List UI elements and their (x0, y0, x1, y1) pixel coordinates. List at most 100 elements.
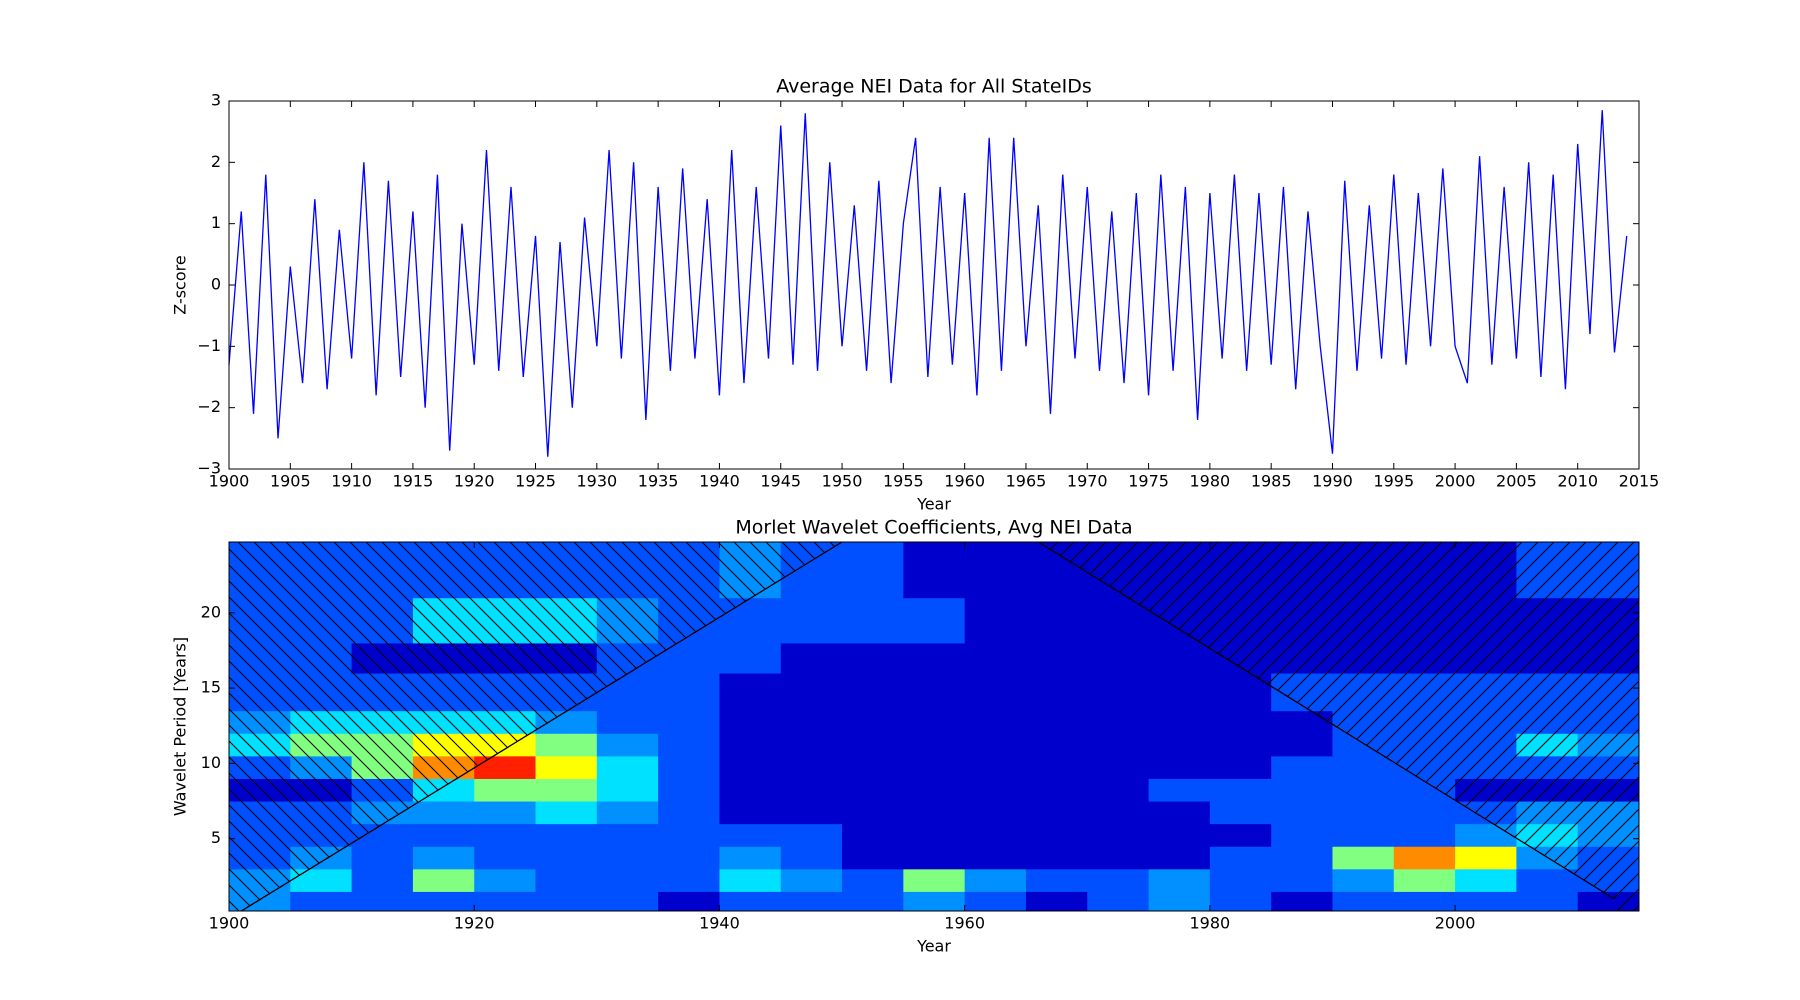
contour-cell (903, 597, 966, 644)
x-tick-label: 2015 (1619, 472, 1660, 491)
contour-cell (351, 868, 414, 892)
contour-cell (719, 778, 782, 802)
contour-cell (964, 891, 1027, 911)
contour-cell (1087, 868, 1150, 892)
contour-cell (719, 846, 782, 870)
y-tick-label: 1 (211, 213, 221, 232)
contour-cell (1148, 891, 1211, 911)
contour-cell (535, 778, 598, 802)
y-axis-label: Z-score (171, 255, 190, 314)
contour-cell (964, 823, 1027, 847)
contour-cell (412, 823, 475, 847)
contour-cell (1025, 673, 1088, 712)
contour-cell (903, 823, 966, 847)
contour-cell (351, 891, 414, 911)
contour-cell (658, 755, 720, 779)
contour-cell (1455, 846, 1517, 870)
contour-cell (964, 733, 1027, 757)
x-tick-label: 2005 (1496, 472, 1537, 491)
contour-cell (780, 710, 843, 734)
y-tick-label: 5 (211, 828, 221, 847)
contour-cell (842, 710, 904, 734)
contour-cell (290, 868, 353, 892)
y-tick-label: 3 (211, 91, 221, 110)
contour-cell (1087, 778, 1150, 802)
contour-cell (1516, 891, 1579, 911)
contour-cell (1455, 891, 1517, 911)
y-tick-label: −2 (197, 397, 221, 416)
x-tick-label: 2010 (1557, 472, 1598, 491)
contour-cell (596, 846, 659, 870)
contour-cell (1148, 778, 1211, 802)
contour-cell (658, 891, 720, 911)
x-tick-label: 1905 (270, 472, 311, 491)
contour-cell (719, 801, 782, 825)
contour-cell (1209, 868, 1272, 892)
y-tick-label: 20 (201, 602, 221, 621)
x-tick-label: 1980 (1190, 472, 1231, 491)
contour-cell (842, 597, 904, 644)
contour-cell (1271, 778, 1333, 802)
contour-cell (780, 846, 843, 870)
contour-cell (719, 755, 782, 779)
x-tick-label: 1965 (1006, 472, 1047, 491)
contour-cell (719, 868, 782, 892)
contour-cell (1025, 755, 1088, 779)
contour-cell (1148, 642, 1211, 674)
x-tick-label: 1990 (1312, 472, 1353, 491)
chart-title: Morlet Wavelet Coefficients, Avg NEI Dat… (735, 517, 1132, 539)
contour-cell (780, 673, 843, 712)
contour-cell (1209, 733, 1272, 757)
contour-cell (964, 778, 1027, 802)
y-tick-label: 2 (211, 152, 221, 171)
contour-cell (535, 801, 598, 825)
contour-cell (1025, 733, 1088, 757)
contour-cell (474, 846, 537, 870)
contour-cell (474, 778, 537, 802)
y-tick-label: 0 (211, 275, 221, 294)
contour-cell (1393, 868, 1456, 892)
contour-cell (658, 673, 720, 712)
x-tick-label: 1985 (1251, 472, 1292, 491)
contour-cell (903, 733, 966, 757)
x-tick-label: 1960 (944, 914, 985, 933)
contour-cell (1393, 891, 1456, 911)
coi-line (240, 542, 843, 911)
coi-line (1037, 542, 1615, 900)
contour-cell (412, 868, 475, 892)
contour-cell (780, 642, 843, 674)
contour-cell (1455, 868, 1517, 892)
contour-cell (1087, 823, 1150, 847)
contour-cell (1148, 801, 1211, 825)
contour-cell (1393, 801, 1456, 825)
data-line (228, 110, 1628, 457)
contour-cell (596, 891, 659, 911)
plot-frame (228, 541, 1640, 912)
x-tick-label: 1925 (515, 472, 556, 491)
contour-cell (658, 801, 720, 825)
contour-cell (903, 710, 966, 734)
x-tick-label: 2000 (1435, 914, 1476, 933)
contour-cell (658, 846, 720, 870)
contour-cell (780, 755, 843, 779)
contour-cell (1025, 710, 1088, 734)
contour-cell (1087, 801, 1150, 825)
contour-cell (964, 710, 1027, 734)
contour-cell (1087, 710, 1150, 734)
contour-cell (1209, 823, 1272, 847)
contour-cell (535, 868, 598, 892)
contour-cell (903, 778, 966, 802)
contour-cell (1209, 755, 1272, 779)
contour-cell (658, 868, 720, 892)
contour-cell (1271, 733, 1333, 757)
contour-cell (903, 542, 966, 599)
contour-cell (842, 823, 904, 847)
contour-cell (658, 710, 720, 734)
contour-cell (1209, 801, 1272, 825)
contour-cell (1148, 868, 1211, 892)
x-tick-label: 1900 (209, 914, 250, 933)
x-tick-label: 2000 (1435, 472, 1476, 491)
coi-hatch (1038, 542, 1639, 911)
contour-cell (535, 755, 598, 779)
contour-cell (842, 542, 904, 599)
